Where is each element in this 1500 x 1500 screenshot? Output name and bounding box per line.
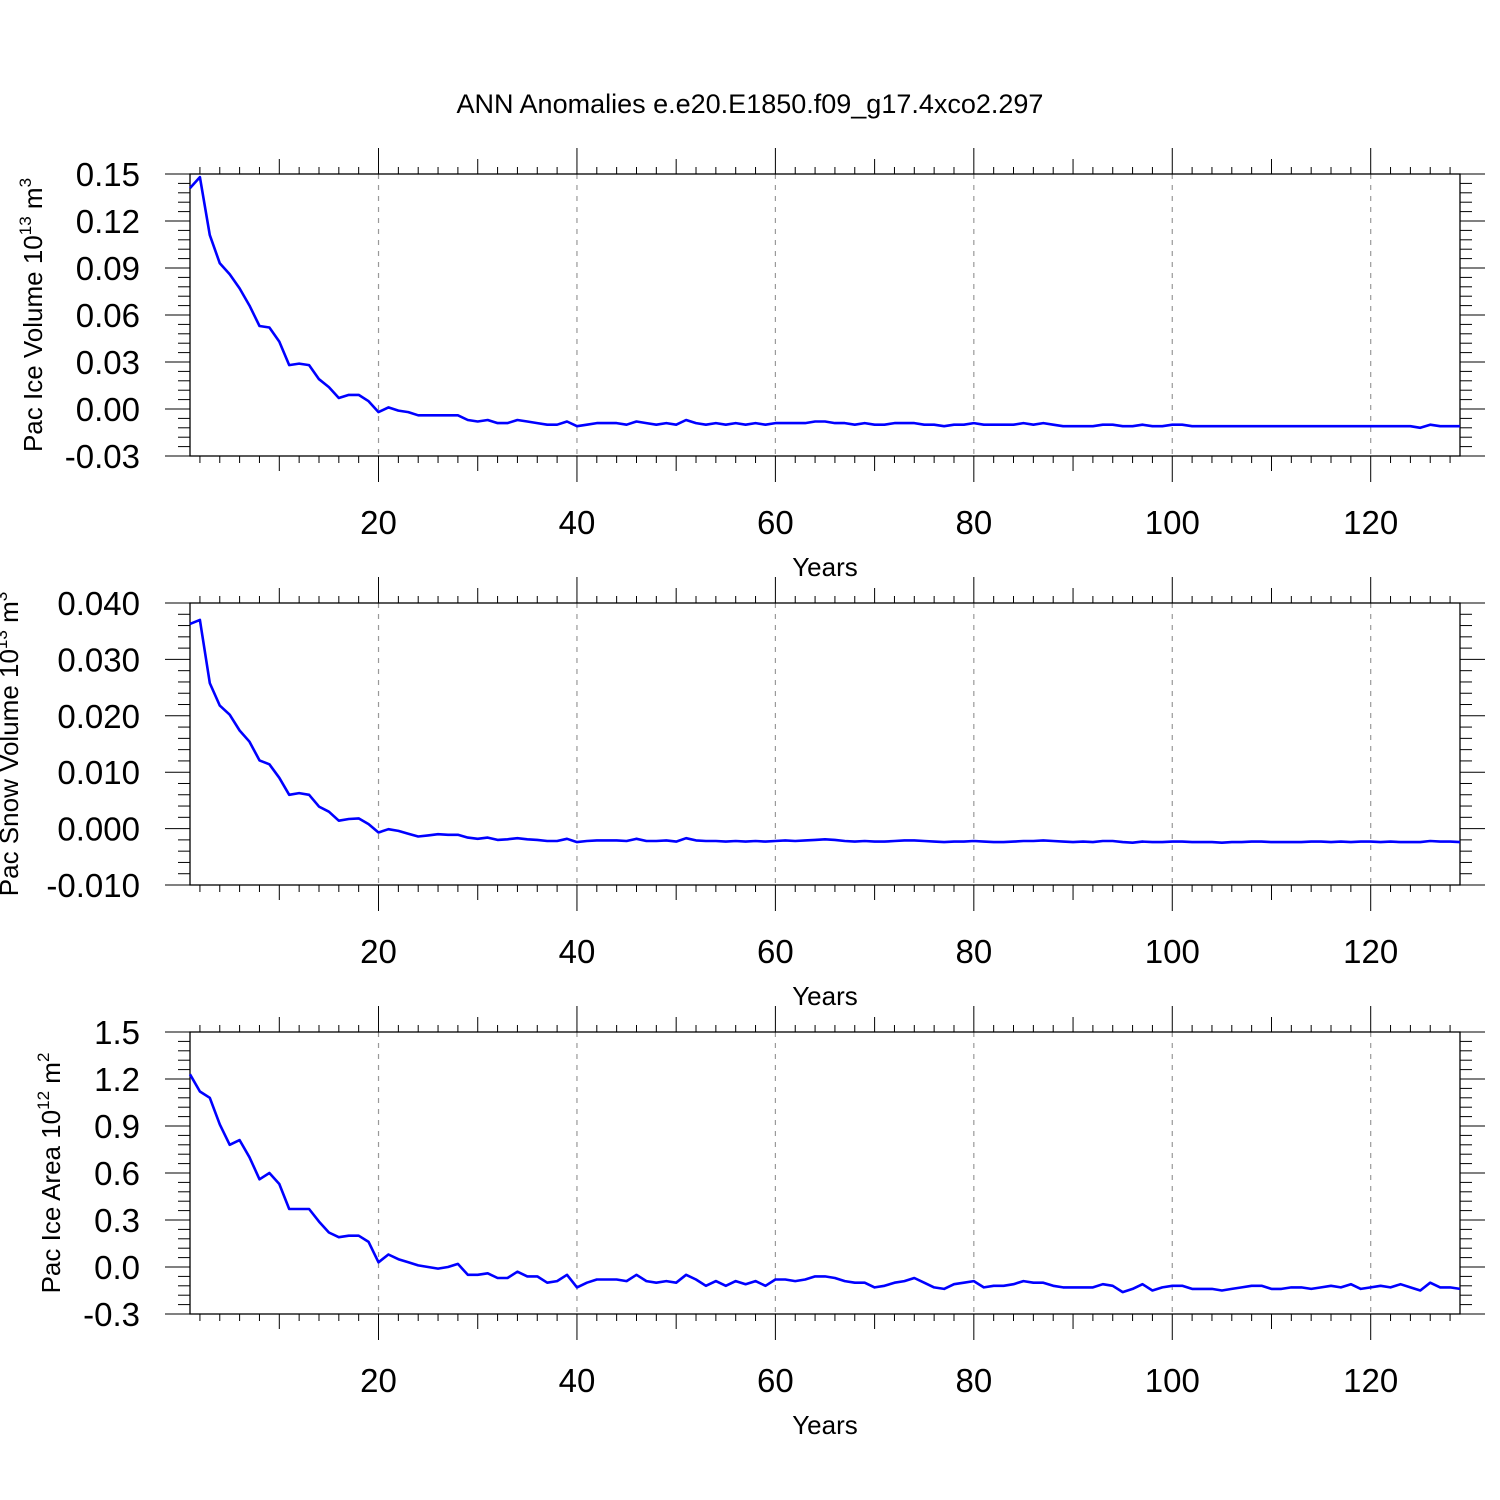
y-tick-label: 0.010 [57,754,140,791]
x-tick-label: 120 [1343,933,1398,970]
panel-snow-volume: -0.010 0.000 0.010 0.020 0.030 0.040 20 40 60 80 1… [0,577,1485,1011]
y-axis-label: Pac Snow Volume 1013 m3 [0,592,24,896]
y-tick-label: 0.020 [57,698,140,735]
x-tick-label: 60 [757,504,794,541]
y-tick-label: -0.3 [83,1296,140,1333]
x-tick-label: 100 [1145,504,1200,541]
y-axis-label-exponent: 12 [34,1091,53,1110]
y-tick-label: -0.03 [65,438,140,475]
y-tick-label: -0.010 [46,867,140,904]
y-axis-label-exponent: 13 [16,216,35,235]
y-axis-label-unit-exponent: 3 [0,592,11,601]
y-axis-label-text: Pac Ice Area 10 [36,1110,66,1294]
plot-frame [189,1031,1461,1315]
y-axis-label-text: Pac Ice Volume 10 [18,235,48,452]
x-axis-label: Years [792,552,858,582]
y-tick-label: 0.6 [94,1155,140,1192]
y-tick-label: 0.12 [76,203,140,240]
panel-ice-area: -0.3 0.0 0.3 0.6 0.9 1.2 1.5 20 40 60 80 100 120 Year… [34,1006,1485,1440]
x-tick-label: 80 [955,933,992,970]
x-tick-label: 80 [955,504,992,541]
panel-ice-volume: -0.03 0.00 0.03 0.06 0.09 0.12 0.15 20 40 60 80 100… [16,148,1485,582]
y-axis-label: Pac Ice Area 1012 m2 [34,1053,66,1294]
x-axis-label: Years [792,1410,858,1440]
plot-frame [189,173,1461,457]
x-tick-label: 20 [360,1362,397,1399]
y-tick-label: 1.5 [94,1014,140,1051]
x-tick-label: 100 [1145,933,1200,970]
y-tick-label: 0.03 [76,344,140,381]
y-tick-label: 0.030 [57,641,140,678]
series-line [189,175,1460,430]
x-tick-label: 60 [757,933,794,970]
y-tick-label: 0.0 [94,1249,140,1286]
y-tick-label: 0.9 [94,1108,140,1145]
y-axis-label-unit: m [0,601,24,630]
plot-frame [189,602,1461,886]
series-line [188,1073,1461,1294]
y-axis-label: Pac Ice Volume 1013 m3 [16,178,48,452]
x-tick-label: 100 [1145,1362,1200,1399]
y-tick-label: 1.2 [94,1061,140,1098]
y-tick-label: 0.06 [76,297,140,334]
x-tick-label: 40 [559,933,596,970]
y-axis-label-unit: m [36,1062,66,1091]
x-tick-label: 40 [559,504,596,541]
y-tick-label: 0.00 [76,391,140,428]
x-axis-label: Years [792,981,858,1011]
y-tick-label: 0.3 [94,1202,140,1239]
y-tick-label: 0.09 [76,250,140,287]
y-axis-label-unit-exponent: 2 [34,1053,53,1062]
x-tick-label: 20 [360,933,397,970]
y-tick-label: 0.000 [57,811,140,848]
y-axis-label-exponent: 13 [0,630,11,649]
x-tick-label: 20 [360,504,397,541]
figure-title: ANN Anomalies e.e20.E1850.f09_g17.4xco2.… [457,89,1044,119]
x-tick-label: 80 [955,1362,992,1399]
x-tick-label: 120 [1343,504,1398,541]
x-tick-label: 60 [757,1362,794,1399]
y-axis-label-unit: m [18,187,48,216]
y-tick-label: 0.15 [76,156,140,193]
y-axis-label-unit-exponent: 3 [16,178,35,187]
y-tick-label: 0.040 [57,585,140,622]
series-line [189,618,1461,845]
x-tick-label: 40 [559,1362,596,1399]
x-tick-label: 120 [1343,1362,1398,1399]
y-axis-label-text: Pac Snow Volume 10 [0,649,24,896]
